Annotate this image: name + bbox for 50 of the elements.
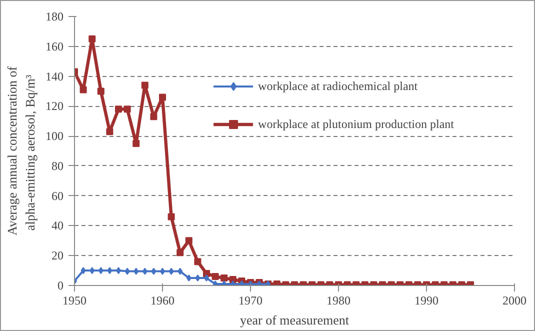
point — [107, 267, 112, 274]
y-tick-label: 20 — [52, 248, 64, 263]
point — [97, 88, 104, 95]
point — [212, 273, 219, 280]
point — [168, 268, 174, 275]
point — [151, 268, 156, 275]
y-tick-label: 160 — [46, 39, 64, 54]
y-tick-label: 0 — [58, 278, 64, 292]
point — [203, 270, 210, 278]
point — [220, 274, 228, 282]
point — [124, 106, 131, 113]
x-tick-label: 1950 — [62, 294, 86, 308]
point — [195, 274, 200, 282]
y-tick-label: 40 — [52, 218, 64, 233]
point — [194, 258, 202, 266]
point — [185, 237, 192, 244]
point — [159, 94, 166, 101]
y-tick-label: 80 — [52, 158, 64, 173]
point — [80, 267, 86, 274]
x-tick-label: 2000 — [502, 294, 526, 308]
point — [80, 86, 87, 94]
point — [141, 82, 148, 89]
x-tick-label: 1970 — [238, 294, 262, 308]
point — [134, 268, 139, 275]
y-tick-label: 180 — [46, 10, 64, 24]
point — [168, 213, 175, 220]
x-tick-label: 1990 — [414, 294, 438, 308]
point — [142, 268, 148, 275]
point — [176, 249, 184, 256]
legend-label: workplace at radiochemical plant — [258, 78, 418, 94]
point — [90, 267, 95, 274]
point — [124, 268, 130, 275]
point — [178, 268, 183, 275]
y-tick-label: 120 — [46, 99, 64, 114]
x-axis-title: year of measurement — [240, 312, 350, 328]
point — [88, 35, 96, 42]
point — [98, 267, 104, 274]
y-tick-label: 140 — [46, 69, 64, 84]
point — [150, 113, 158, 120]
y-axis-title: Average annual concentration of alpha-emitting aerosol, Bq/m³ — [4, 66, 38, 236]
point — [106, 128, 114, 136]
point — [115, 106, 122, 113]
point — [212, 280, 218, 286]
x-tick-label: 1980 — [326, 294, 350, 308]
y-tick-label: 100 — [46, 129, 64, 144]
point — [186, 274, 192, 282]
legend-label: workplace at plutonium production plant — [258, 116, 454, 132]
point — [132, 140, 140, 148]
x-tick-label: 1960 — [150, 294, 174, 308]
y-tick-label: 60 — [52, 188, 64, 203]
